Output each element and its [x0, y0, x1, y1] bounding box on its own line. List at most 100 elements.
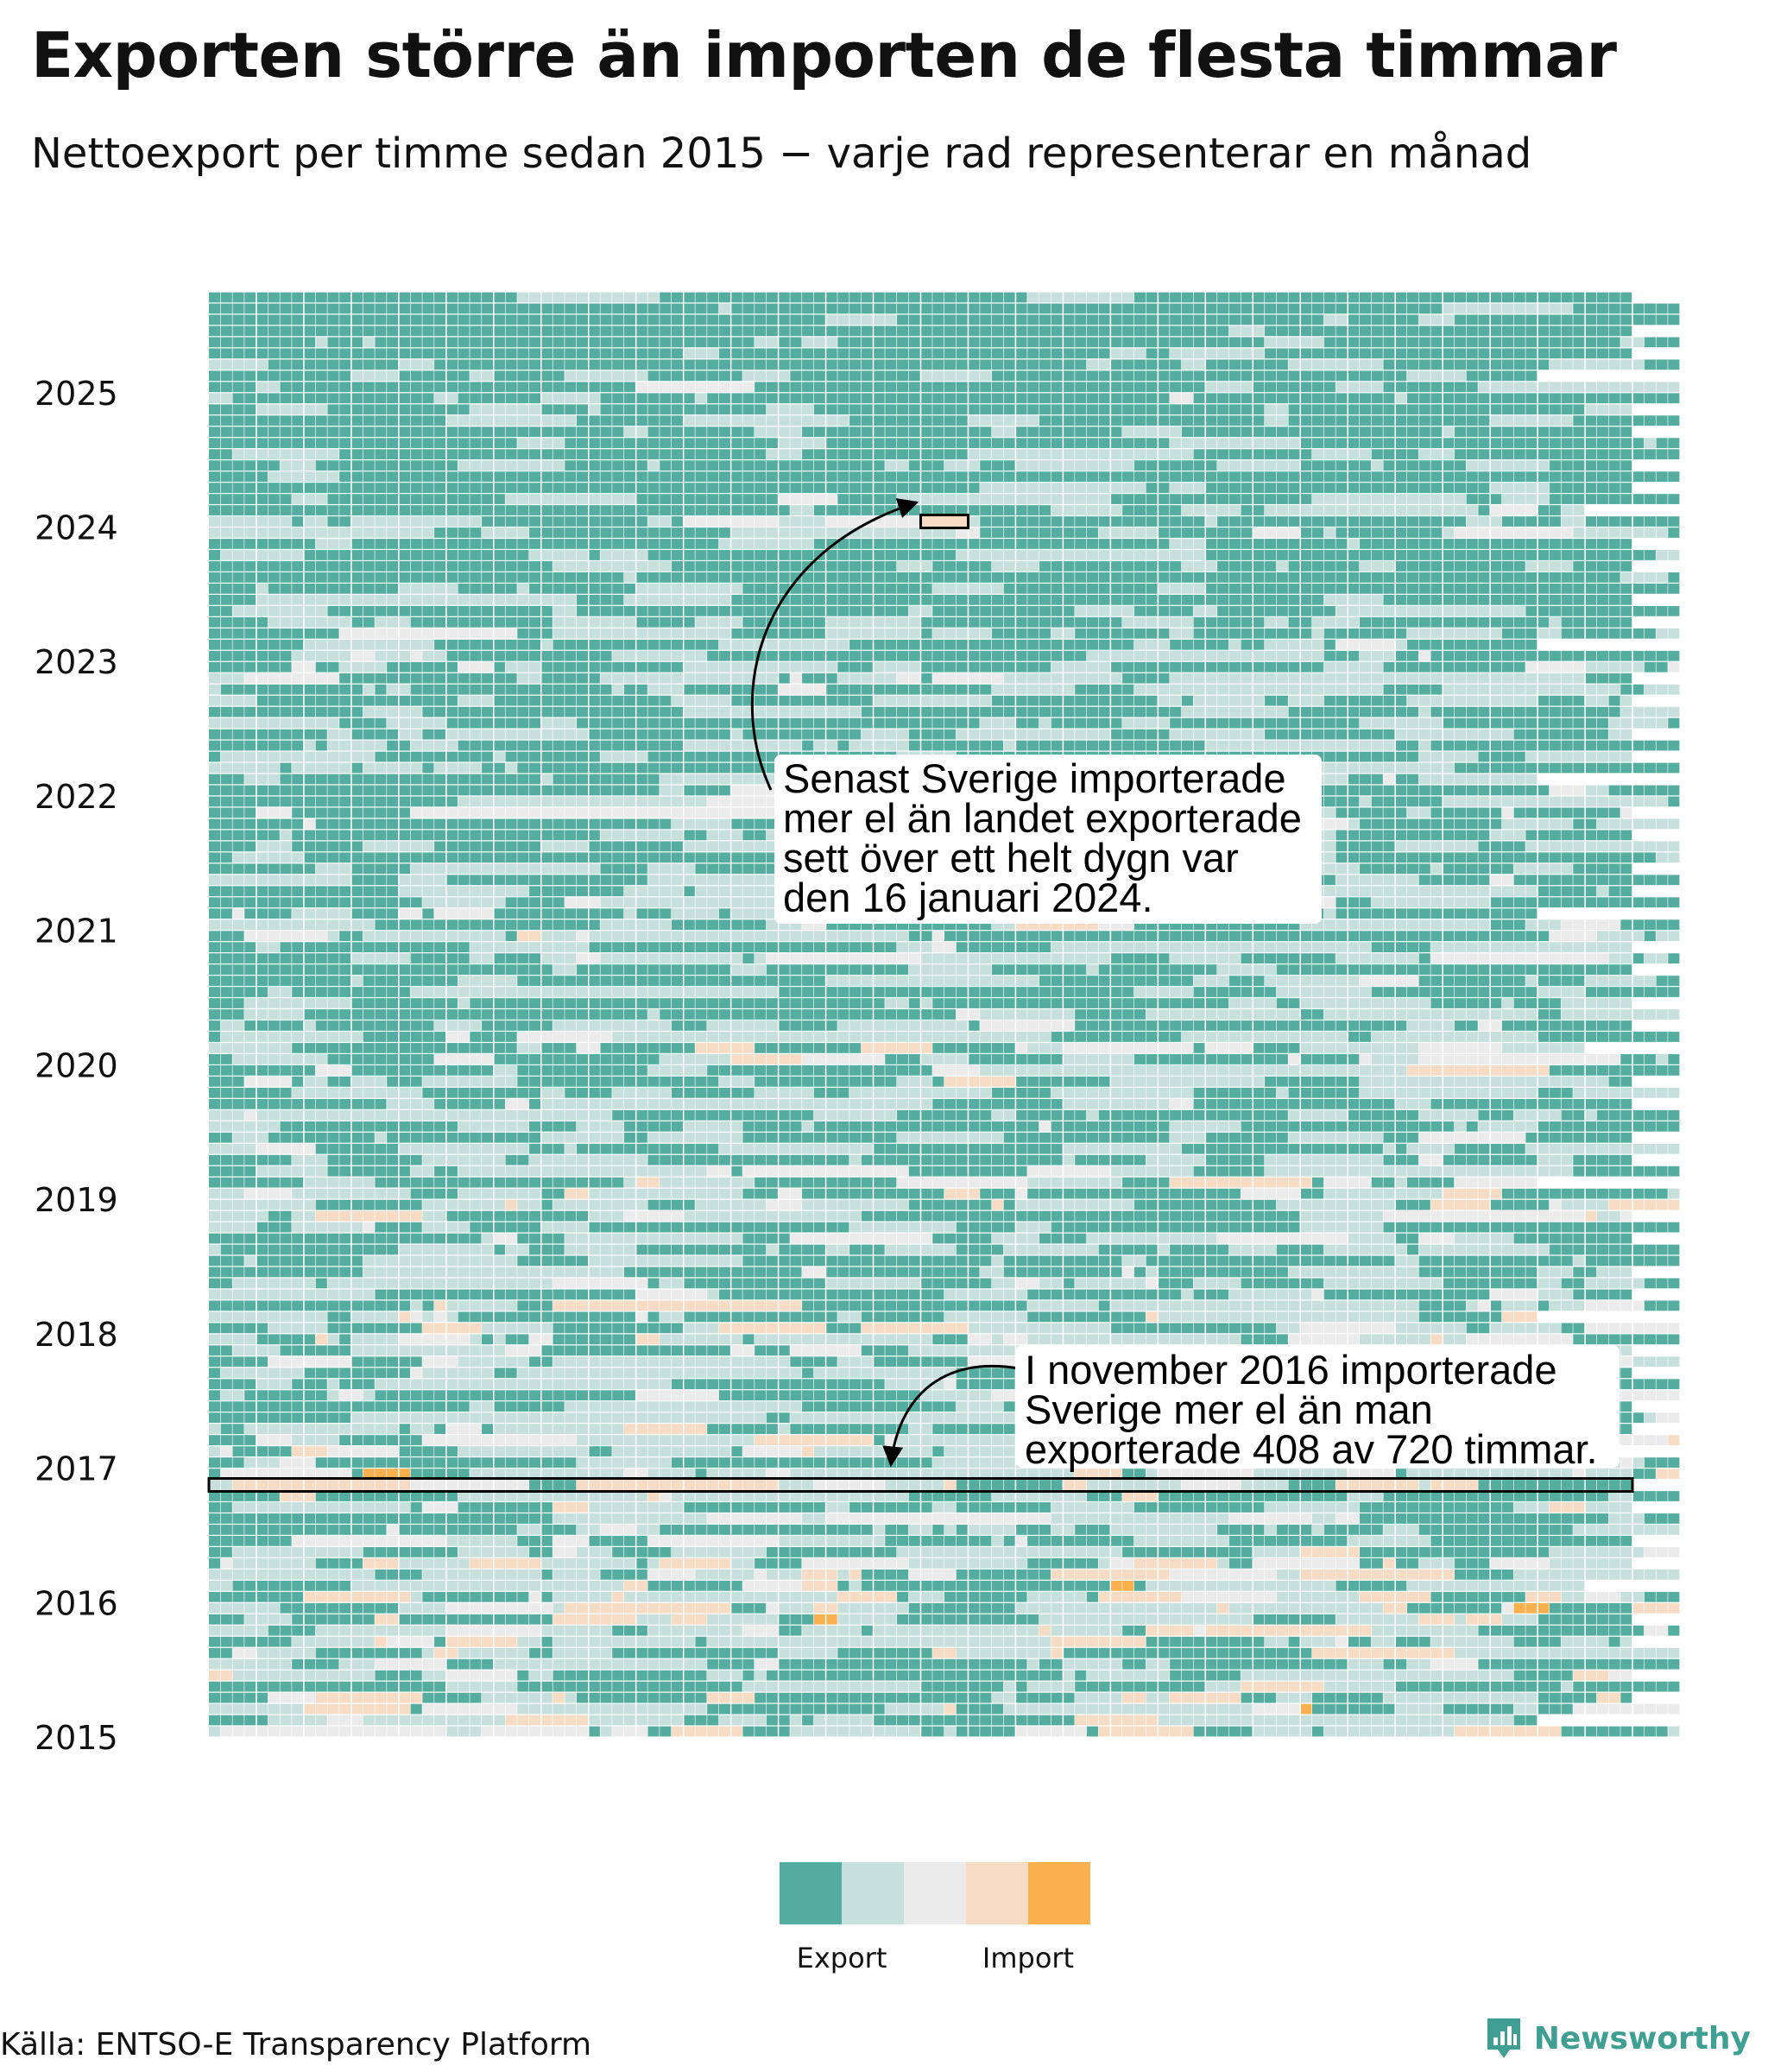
- heat-cell: [1086, 1300, 1099, 1311]
- heat-cell: [1656, 1547, 1668, 1557]
- heat-cell: [1478, 1502, 1490, 1513]
- heat-cell: [1335, 1703, 1348, 1715]
- heat-cell: [1265, 1670, 1277, 1681]
- heat-cell: [327, 1300, 339, 1311]
- heat-cell: [244, 1469, 256, 1479]
- heat-cell: [244, 1580, 256, 1591]
- heat-cell: [1513, 1692, 1525, 1703]
- heat-cell: [1466, 1636, 1478, 1647]
- heat-cell: [458, 1569, 470, 1580]
- heat-cell: [730, 1557, 742, 1569]
- heat-cell: [1146, 1502, 1158, 1513]
- heat-cell: [1561, 1658, 1573, 1670]
- heat-cell: [363, 1345, 375, 1356]
- heat-cell: [565, 1457, 577, 1468]
- heat-cell: [1146, 1647, 1158, 1658]
- heat-cell: [1181, 1469, 1193, 1479]
- heat-cell: [1051, 1300, 1063, 1311]
- heat-cell: [683, 1401, 695, 1412]
- heat-cell: [505, 1480, 517, 1490]
- heat-cell: [612, 1390, 624, 1401]
- heat-cell: [1561, 1557, 1573, 1569]
- heat-cell: [1383, 1491, 1395, 1501]
- heat-cell: [1039, 1278, 1051, 1289]
- heat-cell: [1668, 1334, 1680, 1345]
- heat-cell: [707, 1334, 719, 1345]
- heat-cell: [493, 1300, 505, 1311]
- heat-cell: [1406, 1614, 1419, 1625]
- heat-cell: [980, 1569, 992, 1580]
- heat-cell: [303, 1658, 316, 1670]
- heat-cell: [968, 1412, 980, 1424]
- heat-cell: [956, 1602, 968, 1614]
- heat-cell: [1371, 1525, 1383, 1535]
- heat-cell: [683, 1525, 695, 1535]
- heat-cell: [612, 1278, 624, 1289]
- heat-cell: [387, 1278, 399, 1289]
- heat-cell: [1027, 1602, 1039, 1614]
- heat-cell: [232, 1345, 244, 1356]
- heat-cell: [315, 1591, 327, 1602]
- heat-cell: [422, 1390, 434, 1401]
- heat-cell: [1585, 1569, 1597, 1580]
- heat-cell: [458, 1636, 470, 1647]
- heat-cell: [683, 1591, 695, 1602]
- heat-cell: [802, 1692, 814, 1703]
- heat-cell: [1596, 1323, 1608, 1334]
- heat-cell: [1501, 1647, 1514, 1658]
- heat-cell: [837, 1670, 849, 1681]
- heat-cell: [588, 1658, 600, 1670]
- heat-cell: [327, 1469, 339, 1479]
- heat-cell: [1454, 1715, 1467, 1726]
- heat-cell: [647, 1356, 660, 1368]
- heat-cell: [280, 1625, 292, 1636]
- heat-cell: [1668, 1323, 1680, 1334]
- heat-cell: [445, 1457, 458, 1468]
- heat-cell: [458, 1311, 470, 1323]
- heat-cell: [588, 1435, 600, 1446]
- heat-cell: [470, 1525, 482, 1535]
- heat-cell: [1348, 1569, 1360, 1580]
- heat-cell: [458, 1412, 470, 1424]
- heat-cell: [908, 1658, 920, 1670]
- heat-cell: [647, 1401, 660, 1412]
- heat-cell: [1146, 1670, 1158, 1681]
- heat-cell: [1265, 1547, 1277, 1557]
- heat-cell: [1371, 1480, 1383, 1490]
- heat-cell: [647, 1311, 660, 1323]
- heat-cell: [683, 1491, 695, 1501]
- heat-cell: [1348, 1681, 1360, 1692]
- heat-cell: [885, 1703, 897, 1715]
- heat-cell: [1348, 1726, 1360, 1737]
- heat-cell: [1513, 1557, 1525, 1569]
- heat-cell: [600, 1681, 612, 1692]
- chart-title: Exporten större än importen de flesta ti…: [31, 19, 1617, 92]
- heat-cell: [1383, 1726, 1395, 1737]
- heat-cell: [1418, 1703, 1430, 1715]
- heat-cell: [268, 1412, 280, 1424]
- heat-cell: [220, 1435, 232, 1446]
- heat-cell: [1205, 1569, 1217, 1580]
- heat-cell: [1406, 1557, 1419, 1569]
- heat-cell: [671, 1469, 684, 1479]
- heat-cell: [1133, 1602, 1146, 1614]
- heat-cell: [1170, 1557, 1182, 1569]
- heat-cell: [1561, 1536, 1573, 1546]
- heat-cell: [375, 1345, 387, 1356]
- heat-cell: [1406, 1469, 1419, 1479]
- heat-cell: [813, 1401, 825, 1412]
- heat-cell: [1063, 1591, 1075, 1602]
- heat-cell: [327, 1703, 339, 1715]
- heat-cell: [458, 1300, 470, 1311]
- heat-cell: [707, 1356, 719, 1368]
- heat-cell: [1039, 1670, 1051, 1681]
- heat-cell: [517, 1379, 529, 1390]
- heat-cell: [1620, 1625, 1632, 1636]
- heat-cell: [1003, 1457, 1015, 1468]
- heat-cell: [482, 1356, 494, 1368]
- heat-cell: [1668, 1300, 1680, 1311]
- heat-cell: [1288, 1715, 1300, 1726]
- heat-cell: [1193, 1703, 1205, 1715]
- heat-cell: [1170, 1289, 1182, 1300]
- heatmap-cells: [209, 292, 1680, 1737]
